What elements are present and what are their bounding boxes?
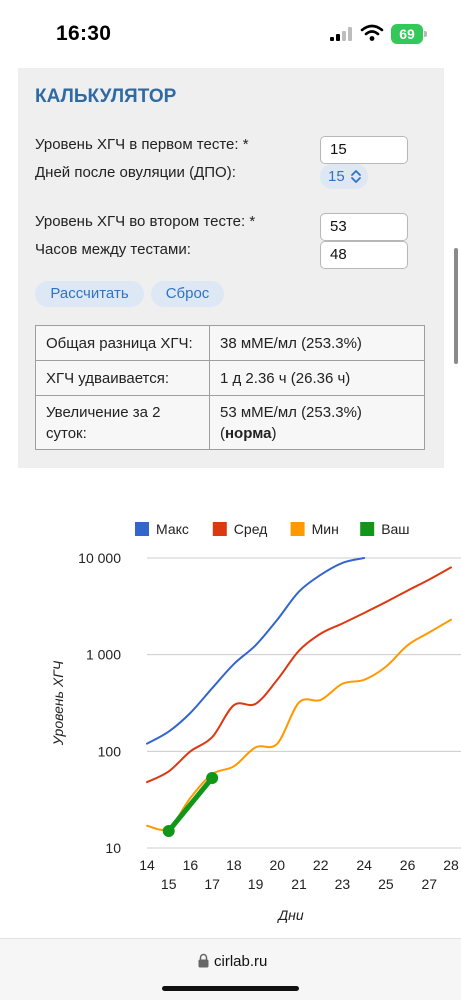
- legend-swatch: [135, 522, 149, 536]
- legend-swatch: [360, 522, 375, 536]
- series-line: [166, 775, 215, 834]
- x-tick-label: 27: [421, 876, 437, 892]
- legend-label: Сред: [234, 521, 268, 537]
- result-value-line1: 53 мМЕ/мл (253.3%): [220, 403, 362, 421]
- result-value: 1 д 2.36 ч (26.36 ч): [209, 360, 425, 396]
- result-label: ХГЧ удваивается:: [35, 360, 210, 396]
- y-tick-label: 10 000: [78, 550, 121, 566]
- y-tick-label: 100: [98, 743, 122, 759]
- y-tick-label: 10: [105, 840, 121, 856]
- result-label: Увеличение за 2 суток:: [35, 395, 210, 450]
- results-table: Общая разница ХГЧ: 38 мМЕ/мл (253.3%) ХГ…: [35, 325, 425, 450]
- battery-level: 69: [399, 26, 415, 42]
- data-point: [206, 771, 219, 784]
- legend-label: Макс: [156, 521, 189, 537]
- dpo-select[interactable]: 15: [320, 164, 368, 189]
- hcg-chart: Макс Сред Мин Ваш 10 100 1 000 10 000 Уровень Х…: [35, 468, 461, 943]
- result-value: 53 мМЕ/мл (253.3%) (норма): [209, 395, 425, 450]
- result-value-open: (: [220, 424, 225, 442]
- x-tick-label: 25: [378, 876, 394, 892]
- result-value-close: ): [271, 424, 277, 442]
- table-row: Увеличение за 2 суток: 53 мМЕ/мл (253.3%…: [35, 395, 425, 450]
- calculate-button[interactable]: Рассчитать: [35, 281, 144, 307]
- legend-swatch: [212, 522, 227, 536]
- reset-button[interactable]: Сброс: [151, 281, 224, 307]
- chart-canvas: Макс Сред Мин Ваш 10 100 1 000 10 000 Уровень Х…: [50, 521, 461, 923]
- battery-icon: 69: [391, 24, 427, 44]
- cellular-signal-icon: [330, 27, 352, 41]
- result-verdict: норма: [225, 424, 272, 442]
- status-bar: 16:30 69: [0, 0, 461, 64]
- x-tick-label: 20: [269, 857, 285, 873]
- result-label-line2: суток:: [46, 424, 87, 442]
- table-row: ХГЧ удваивается: 1 д 2.36 ч (26.36 ч): [35, 360, 425, 396]
- x-tick-label: 26: [400, 857, 416, 873]
- x-tick-label: 24: [356, 857, 372, 873]
- calculator-panel: КАЛЬКУЛЯТОР Уровень ХГЧ в первом тесте: …: [18, 68, 444, 468]
- series-line: [146, 557, 366, 745]
- first-test-input[interactable]: 15: [320, 136, 408, 164]
- result-label: Общая разница ХГЧ:: [35, 325, 210, 361]
- series-line: [146, 618, 452, 831]
- x-tick-label: 17: [204, 876, 220, 892]
- x-tick-label: 22: [313, 857, 329, 873]
- url-text: cirlab.ru: [214, 953, 268, 970]
- y-axis-label: Уровень ХГЧ: [50, 660, 66, 746]
- dpo-value: 15: [328, 168, 345, 185]
- wifi-icon: [360, 24, 384, 41]
- second-test-input[interactable]: 53: [320, 213, 408, 241]
- hours-input[interactable]: 48: [320, 241, 408, 269]
- x-tick-label: 16: [183, 857, 199, 873]
- legend-swatch: [290, 522, 305, 536]
- result-value: 38 мМЕ/мл (253.3%): [209, 325, 425, 361]
- home-indicator: [162, 986, 299, 991]
- x-tick-label: 14: [139, 857, 155, 873]
- legend-label: Мин: [312, 521, 339, 537]
- status-time: 16:30: [56, 22, 112, 45]
- x-tick-label: 15: [161, 876, 177, 892]
- x-tick-label: 23: [335, 876, 351, 892]
- lock-icon: [198, 953, 209, 968]
- x-tick-label: 19: [248, 876, 264, 892]
- y-tick-label: 1 000: [86, 647, 121, 663]
- x-tick-label: 28: [443, 857, 459, 873]
- table-row: Общая разница ХГЧ: 38 мМЕ/мл (253.3%): [35, 325, 425, 361]
- browser-address-bar[interactable]: cirlab.ru: [0, 938, 461, 1000]
- data-point: [162, 824, 175, 837]
- legend-label: Ваш: [381, 521, 409, 537]
- page-scrollbar[interactable]: [454, 248, 458, 364]
- x-axis-label: Дни: [276, 907, 304, 923]
- chevron-up-down-icon: [351, 170, 361, 183]
- first-test-label: Уровень ХГЧ в первом тесте: *: [35, 136, 249, 153]
- calculator-title: КАЛЬКУЛЯТОР: [35, 86, 177, 107]
- series-line: [146, 566, 452, 784]
- x-tick-label: 21: [291, 876, 307, 892]
- second-test-label: Уровень ХГЧ во втором тесте: *: [35, 213, 256, 230]
- dpo-label: Дней после овуляции (ДПО):: [35, 164, 236, 181]
- result-label-line1: Увеличение за 2: [46, 403, 161, 421]
- x-tick-label: 18: [226, 857, 242, 873]
- hours-label: Часов между тестами:: [35, 241, 191, 258]
